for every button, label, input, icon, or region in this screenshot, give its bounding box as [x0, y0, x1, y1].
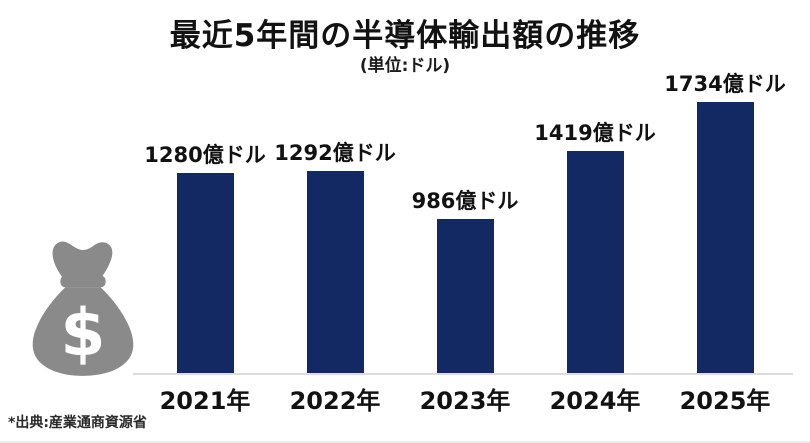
- money-bag-dollar-icon: $: [32, 241, 134, 376]
- svg-text:$: $: [60, 296, 105, 371]
- x-axis-tick-label: 2023年: [419, 387, 511, 415]
- bar-value-label: 1292億ドル: [274, 141, 396, 165]
- chart-unit-note: (単位:ドル): [359, 56, 451, 76]
- bar-value-label: 1419億ドル: [534, 121, 656, 145]
- bar-2021年: [176, 173, 234, 373]
- source-note: *出典:産業通商資源省: [8, 415, 147, 431]
- bar-value-label: 986億ドル: [411, 189, 519, 213]
- x-axis-tick-label: 2025年: [679, 387, 771, 415]
- bar-2023年: [436, 219, 494, 373]
- x-axis-tick-label: 2021年: [159, 387, 251, 415]
- bar-value-label: 1280億ドル: [144, 143, 266, 167]
- bar-value-label: 1734億ドル: [664, 72, 786, 96]
- x-axis-tick-label: 2022年: [289, 387, 381, 415]
- x-axis-tick-label: 2024年: [549, 387, 641, 415]
- chart-title: 最近5年間の半導体輸出額の推移: [169, 18, 641, 54]
- bar-2022年: [306, 171, 364, 373]
- x-axis-baseline: [133, 373, 793, 375]
- bar-2025年: [696, 102, 754, 373]
- bar-2024年: [566, 151, 624, 373]
